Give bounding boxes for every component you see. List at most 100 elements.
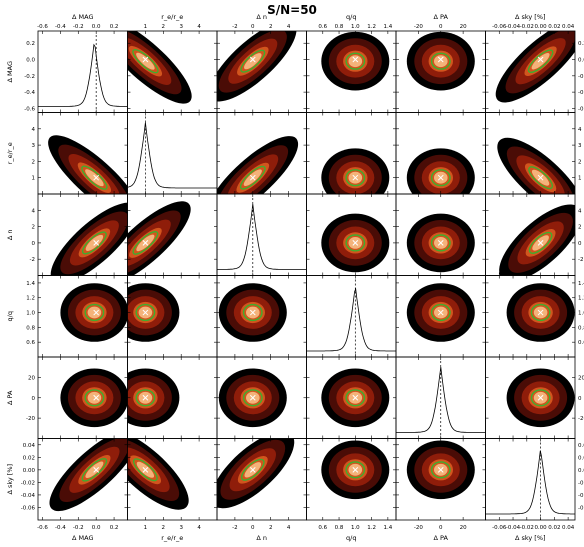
- panel-frame: [128, 113, 218, 195]
- bottom-tick-label: 0.02: [548, 525, 560, 531]
- left-tick-label: 2: [32, 159, 36, 165]
- panel-delta-pa-vs-delta-mag: [396, 31, 486, 113]
- left-tick-label: 1.0: [26, 311, 35, 317]
- marginal-curve-delta-mag: [38, 45, 128, 107]
- panel-delta-mag-vs-delta-mag: [38, 31, 128, 113]
- right-tick-label: -0.4: [578, 90, 584, 96]
- top-tick-label: 0.6: [318, 24, 327, 30]
- panel-frame: [217, 194, 307, 276]
- bottom-tick-label: 1.2: [367, 525, 376, 531]
- marginal-curve-delta-n: [217, 204, 307, 270]
- bottom-tick-label: -0.02: [520, 525, 534, 531]
- left-tick-label: -0.06: [21, 505, 36, 511]
- bottom-tick-label: 4: [287, 525, 291, 531]
- bottom-tick-label: -0.06: [492, 525, 507, 531]
- panel-delta-pa-vs-delta-sky: [396, 439, 486, 521]
- left-axis-label-q-q: q/q: [6, 311, 14, 321]
- left-tick-label: -0.2: [24, 74, 35, 80]
- bottom-tick-label: -0.6: [37, 525, 48, 531]
- panel-delta-n-vs-q-q: [217, 276, 307, 358]
- chart-title: S/N=50: [267, 3, 317, 17]
- right-tick-label: 2: [578, 159, 582, 165]
- left-tick-label: -0.6: [24, 106, 35, 112]
- right-tick-label: -0.6: [578, 106, 584, 112]
- bottom-tick-label: 0.00: [534, 525, 547, 531]
- bottom-axis-label-delta-mag: Δ MAG: [72, 534, 94, 542]
- right-tick-label: -20: [578, 416, 584, 422]
- density-level-5: [349, 55, 363, 67]
- density-level-5: [88, 392, 102, 404]
- left-axis-label-delta-sky: Δ sky [%]: [6, 464, 14, 495]
- panel-frame: [38, 31, 128, 113]
- top-tick-label: 1.4: [383, 24, 392, 30]
- top-tick-label: 3: [179, 24, 183, 30]
- bottom-tick-label: 2: [269, 525, 273, 531]
- top-tick-label: -0.2: [73, 24, 84, 30]
- top-tick-label: 1.0: [351, 24, 360, 30]
- left-tick-label: 2: [32, 225, 36, 231]
- top-tick-label: 0.00: [534, 24, 547, 30]
- left-axis-label-delta-mag: Δ MAG: [6, 61, 14, 83]
- bottom-axis-label-q-q: q/q: [346, 534, 356, 542]
- panel-delta-n-vs-r-e-r-e: [197, 113, 309, 231]
- right-tick-label: 0: [578, 241, 582, 247]
- panel-delta-mag-vs-q-q: [38, 276, 128, 358]
- panel-q-q-vs-delta-mag: [307, 31, 397, 113]
- bottom-axis-label-r-e-r-e: r_e/r_e: [161, 534, 183, 542]
- left-tick-label: 0: [32, 396, 36, 402]
- marginal-curve-r-e-r-e: [128, 123, 218, 189]
- right-tick-label: 0.2: [578, 41, 584, 47]
- panel-delta-pa-vs-q-q: [396, 276, 486, 358]
- panel-q-q-vs-delta-n: [307, 194, 397, 276]
- top-axis-label-delta-sky: Δ sky [%]: [515, 13, 546, 21]
- left-axis-label-r-e-r-e: r_e/r_e: [6, 142, 14, 164]
- left-tick-label: 0: [32, 241, 36, 247]
- left-tick-label: 0.8: [26, 325, 35, 331]
- top-tick-label: 0: [439, 24, 443, 30]
- left-tick-label: 0.0: [26, 58, 35, 64]
- panel-q-q-vs-delta-pa: [307, 357, 397, 439]
- top-tick-label: -0.4: [55, 24, 66, 30]
- bottom-tick-label: -0.04: [506, 525, 521, 531]
- panel-delta-pa-vs-delta-n: [396, 194, 486, 276]
- right-tick-label: 1.2: [578, 296, 584, 302]
- top-tick-label: 0.04: [562, 24, 575, 30]
- top-tick-label: 0: [251, 24, 255, 30]
- panel-delta-sky-vs-delta-sky: [486, 439, 576, 521]
- top-tick-label: -20: [414, 24, 423, 30]
- left-tick-label: -0.04: [21, 493, 36, 499]
- top-tick-label: -0.6: [37, 24, 48, 30]
- top-tick-label: 0.0: [92, 24, 101, 30]
- left-tick-label: 1.2: [26, 296, 35, 302]
- bottom-tick-label: 1.4: [383, 525, 392, 531]
- left-tick-label: 0.00: [23, 468, 36, 474]
- panel-q-q-vs-r-e-r-e: [307, 113, 397, 208]
- bottom-tick-label: 0.6: [318, 525, 327, 531]
- bottom-tick-label: 0.0: [92, 525, 101, 531]
- top-axis-label-delta-pa: Δ PA: [434, 13, 449, 21]
- panel-delta-mag-vs-r-e-r-e: [37, 113, 151, 232]
- left-tick-label: 1: [32, 176, 36, 182]
- top-tick-label: -0.06: [492, 24, 507, 30]
- right-tick-label: 1.0: [578, 311, 584, 317]
- marginal-curve-q-q: [307, 289, 397, 351]
- right-tick-label: 0.04: [578, 443, 584, 449]
- panel-r-e-r-e-vs-r-e-r-e: [128, 113, 218, 195]
- right-tick-label: 1.4: [578, 281, 584, 287]
- top-tick-label: 2: [162, 24, 166, 30]
- bottom-tick-label: 0: [251, 525, 255, 531]
- right-tick-label: 4: [578, 127, 582, 133]
- left-tick-label: 0.04: [23, 443, 36, 449]
- right-tick-label: 20: [578, 375, 584, 381]
- bottom-tick-label: 1: [144, 525, 148, 531]
- panel-r-e-r-e-vs-q-q: [111, 276, 217, 358]
- top-tick-label: 0.8: [335, 24, 344, 30]
- bottom-tick-label: 4: [197, 525, 201, 531]
- panel-r-e-r-e-vs-delta-pa: [111, 357, 217, 439]
- top-tick-label: 20: [460, 24, 467, 30]
- left-axis-label-delta-n: Δ n: [6, 229, 14, 240]
- bottom-tick-label: -0.4: [55, 525, 66, 531]
- left-tick-label: 0.6: [26, 340, 35, 346]
